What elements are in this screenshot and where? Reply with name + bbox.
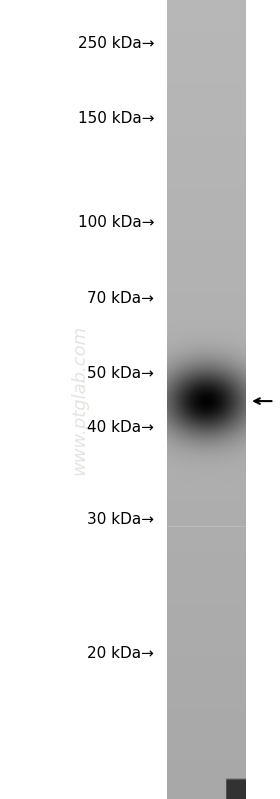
Text: 30 kDa→: 30 kDa→ (87, 512, 154, 527)
Text: 250 kDa→: 250 kDa→ (78, 37, 154, 51)
Text: 20 kDa→: 20 kDa→ (87, 646, 154, 661)
Text: 70 kDa→: 70 kDa→ (87, 291, 154, 305)
Text: 50 kDa→: 50 kDa→ (87, 367, 154, 381)
Text: 100 kDa→: 100 kDa→ (78, 215, 154, 229)
Text: www.ptglab.com: www.ptglab.com (71, 324, 89, 475)
Text: 40 kDa→: 40 kDa→ (87, 420, 154, 435)
Text: 150 kDa→: 150 kDa→ (78, 111, 154, 125)
